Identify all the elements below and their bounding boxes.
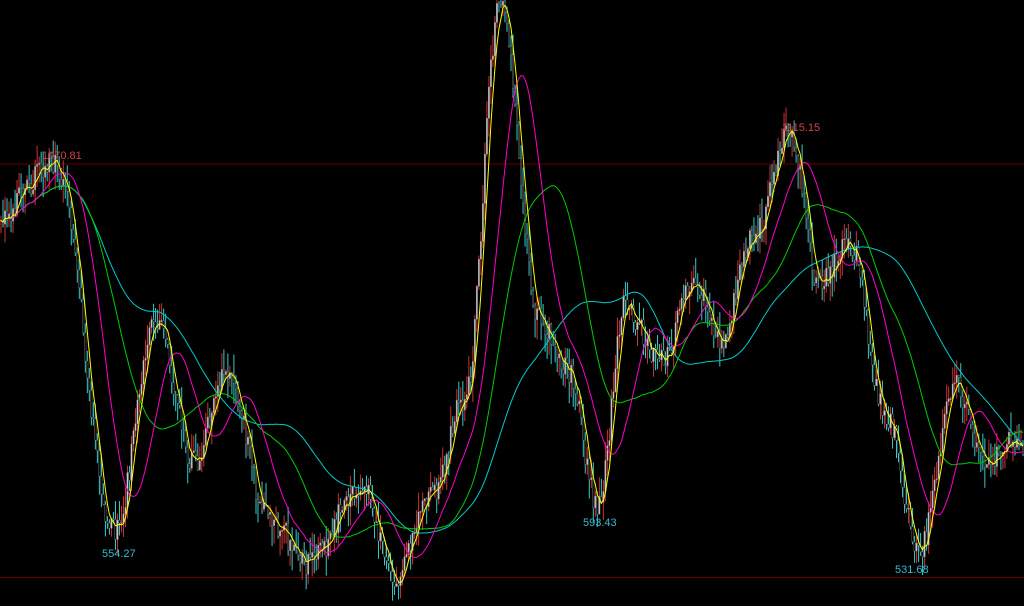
price-chart[interactable]: 1070.81554.27593.431115.15531.68 bbox=[0, 0, 1024, 606]
chart-canvas bbox=[0, 0, 1024, 606]
